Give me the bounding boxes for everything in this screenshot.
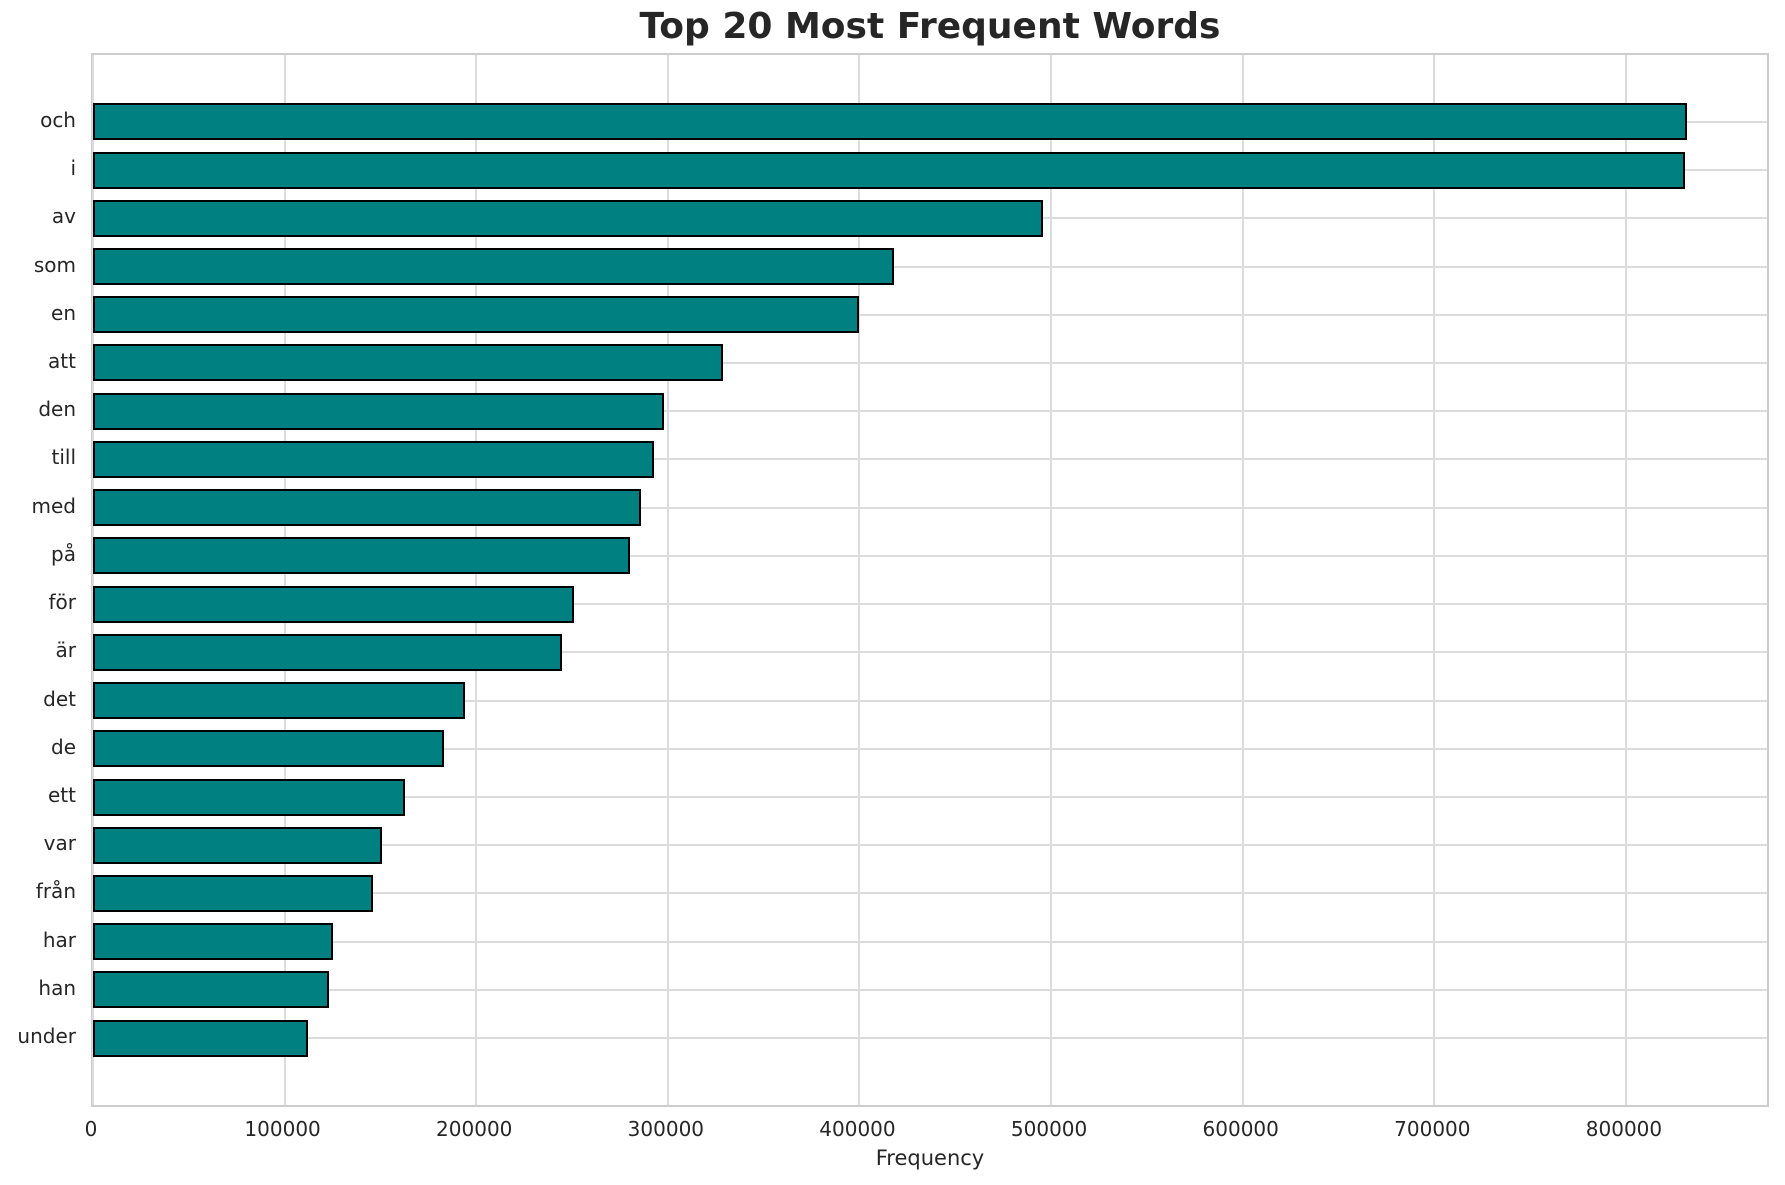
gridline-horizontal bbox=[93, 844, 1767, 847]
y-tick-label-till: till bbox=[51, 445, 76, 470]
y-tick-label-för: för bbox=[48, 590, 77, 615]
gridline-vertical bbox=[666, 55, 669, 1105]
gridline-horizontal bbox=[93, 1037, 1767, 1040]
x-tick-label-600000: 600000 bbox=[1202, 1117, 1279, 1141]
x-axis-label: Frequency bbox=[875, 1146, 985, 1170]
y-tick-label-som: som bbox=[33, 252, 76, 277]
y-tick-label-det: det bbox=[43, 686, 76, 711]
y-tick-label-den: den bbox=[38, 397, 76, 422]
x-tick-label-500000: 500000 bbox=[1010, 1117, 1088, 1141]
gridline-horizontal bbox=[93, 651, 1767, 654]
bar-att bbox=[93, 344, 724, 382]
y-tick-label-var: var bbox=[43, 831, 76, 856]
x-tick-label-0: 0 bbox=[84, 1117, 98, 1141]
bar-ett bbox=[93, 778, 406, 816]
x-tick-label-200000: 200000 bbox=[436, 1117, 513, 1141]
y-tick-label-att: att bbox=[48, 348, 76, 373]
y-tick-label-och: och bbox=[40, 107, 76, 132]
bar-har bbox=[93, 923, 333, 961]
x-tick-label-700000: 700000 bbox=[1394, 1117, 1471, 1141]
x-tick-label-400000: 400000 bbox=[819, 1117, 896, 1141]
bar-en bbox=[93, 296, 860, 334]
gridline-horizontal bbox=[93, 410, 1767, 413]
bar-de bbox=[93, 730, 444, 768]
y-tick-label-en: en bbox=[51, 300, 76, 325]
y-tick-label-de: de bbox=[51, 734, 76, 759]
x-tick-label-300000: 300000 bbox=[627, 1117, 705, 1141]
gridline-horizontal bbox=[93, 313, 1767, 316]
gridline-horizontal bbox=[93, 265, 1767, 268]
gridline-vertical bbox=[92, 55, 94, 1105]
x-tick-label-100000: 100000 bbox=[244, 1117, 321, 1141]
bar-från bbox=[93, 874, 373, 912]
gridline-vertical bbox=[1433, 55, 1436, 1105]
gridline-horizontal bbox=[93, 988, 1767, 991]
bar-av bbox=[93, 199, 1044, 237]
gridline-vertical bbox=[1624, 55, 1627, 1105]
y-tick-label-i: i bbox=[70, 156, 76, 181]
y-tick-label-på: på bbox=[51, 541, 76, 566]
plot-area bbox=[91, 53, 1769, 1107]
bar-är bbox=[93, 633, 563, 671]
x-tick-label-800000: 800000 bbox=[1585, 1117, 1663, 1141]
gridline-horizontal bbox=[93, 699, 1767, 702]
y-tick-label-från: från bbox=[35, 879, 76, 904]
gridline-vertical bbox=[283, 55, 286, 1105]
gridline-horizontal bbox=[93, 603, 1767, 606]
y-tick-label-han: han bbox=[38, 975, 76, 1000]
gridline-horizontal bbox=[93, 747, 1767, 750]
bar-det bbox=[93, 682, 465, 720]
gridline-horizontal bbox=[93, 458, 1767, 461]
y-tick-label-har: har bbox=[42, 927, 76, 952]
bar-han bbox=[93, 971, 329, 1009]
y-tick-label-av: av bbox=[51, 204, 76, 229]
bar-under bbox=[93, 1019, 308, 1057]
y-tick-label-med: med bbox=[31, 493, 76, 518]
gridline-vertical bbox=[1050, 55, 1053, 1105]
bar-som bbox=[93, 248, 894, 285]
gridline-horizontal bbox=[93, 554, 1767, 557]
gridline-horizontal bbox=[93, 796, 1767, 799]
chart-title: Top 20 Most Frequent Words bbox=[639, 6, 1221, 47]
bar-på bbox=[93, 537, 630, 575]
bar-den bbox=[93, 392, 665, 430]
gridline-vertical bbox=[1241, 55, 1244, 1105]
bar-i bbox=[93, 151, 1686, 189]
gridline-vertical bbox=[858, 55, 861, 1105]
gridline-vertical bbox=[475, 55, 478, 1105]
gridline-horizontal bbox=[93, 506, 1767, 509]
bar-och bbox=[93, 103, 1688, 141]
y-tick-label-är: är bbox=[55, 638, 76, 663]
y-tick-label-under: under bbox=[17, 1024, 76, 1049]
gridline-horizontal bbox=[93, 892, 1767, 895]
bar-för bbox=[93, 585, 574, 623]
y-tick-label-ett: ett bbox=[48, 783, 76, 808]
bar-till bbox=[93, 440, 655, 478]
bar-med bbox=[93, 489, 642, 527]
bar-var bbox=[93, 826, 383, 864]
gridline-horizontal bbox=[93, 361, 1767, 364]
gridline-horizontal bbox=[93, 940, 1767, 943]
